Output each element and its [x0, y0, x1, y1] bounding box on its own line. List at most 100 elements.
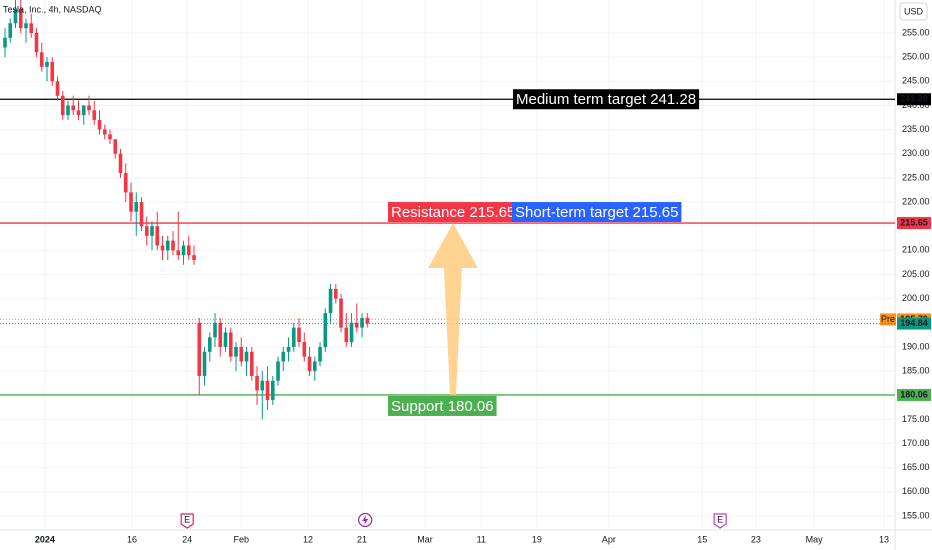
x-tick-label: 23 [751, 534, 761, 544]
price-label-box [897, 388, 931, 401]
candle-body [108, 134, 112, 140]
candle-body [297, 327, 301, 343]
y-tick-label: 210.00 [902, 245, 930, 255]
candle-body [76, 110, 81, 116]
candle-body [55, 81, 60, 96]
candle-body [134, 202, 139, 212]
currency-box[interactable] [899, 2, 928, 21]
x-tick-label: 13 [879, 534, 889, 544]
currency[interactable]: USD [904, 6, 924, 16]
candle-body [286, 346, 291, 352]
candle-body [228, 332, 233, 357]
candle-body [276, 361, 280, 381]
y-tick-label: 205.00 [902, 269, 930, 279]
event-label: E [717, 514, 723, 524]
x-tick-label: Feb [234, 534, 250, 544]
candle-body [239, 346, 244, 362]
y-tick-label: 255.00 [902, 27, 930, 37]
candle-body [118, 153, 123, 174]
candle-body [171, 240, 175, 251]
y-tick-label: 175.00 [902, 414, 930, 424]
arrow [428, 223, 478, 395]
candle-body [197, 322, 202, 376]
y-tick-label: 160.00 [902, 486, 930, 496]
candle-body [328, 288, 333, 314]
price-label: 215.65 [900, 217, 928, 227]
candle-body [92, 110, 97, 120]
candle-body [113, 139, 118, 154]
candle-body [81, 105, 86, 116]
candle-body [207, 337, 212, 352]
candle-body [302, 342, 307, 357]
x-tick-label: Apr [602, 534, 616, 544]
x-tick-label: 21 [357, 534, 367, 544]
annotation-box [512, 202, 682, 223]
candle-body [155, 226, 160, 246]
y-tick-label: 230.00 [902, 148, 930, 158]
annotation-box [388, 395, 497, 416]
y-tick-label: 245.00 [902, 76, 930, 86]
y-tick-label: 250.00 [902, 52, 930, 62]
price-label-box [897, 317, 931, 330]
candle-body [29, 23, 34, 33]
candle-body [260, 380, 265, 391]
candle-body [360, 317, 364, 328]
candle-body [265, 380, 270, 401]
candle-body [365, 317, 370, 324]
x-tick-label: 16 [127, 534, 137, 544]
candle-body [160, 245, 165, 251]
candle-body [39, 52, 44, 67]
candle-body [339, 298, 343, 328]
candle-body [129, 192, 133, 212]
y-tick-label: 235.00 [902, 124, 930, 134]
price-label: 241.28 [900, 94, 928, 104]
y-tick-label: 185.00 [902, 365, 930, 375]
annotation: Short-term target 215.65 [515, 204, 678, 221]
y-tick-label: 225.00 [902, 172, 930, 182]
candle-body [213, 322, 217, 338]
candle-body [307, 356, 312, 372]
candle-body [45, 61, 49, 67]
y-tick-label: 220.00 [902, 196, 930, 206]
candle-body [281, 351, 286, 362]
x-tick-label: 2024 [35, 534, 55, 544]
y-tick-label: 165.00 [902, 462, 930, 472]
candle-body [34, 32, 39, 53]
y-tick-label: 200.00 [902, 293, 930, 303]
x-tick-label: 19 [532, 534, 542, 544]
candle-body [97, 119, 102, 130]
annotation-box [513, 89, 700, 110]
candle-body [123, 173, 128, 193]
annotation: Medium term target 241.28 [516, 91, 696, 108]
x-tick-label: 11 [477, 534, 486, 544]
x-tick-label: May [806, 534, 824, 544]
candle-body [186, 245, 191, 256]
event-marker [180, 513, 194, 529]
candle-body [223, 332, 228, 347]
candle-body [312, 361, 317, 372]
candle-body [354, 322, 359, 328]
y-tick-label: 170.00 [902, 438, 930, 448]
y-tick-label: 155.00 [902, 510, 930, 520]
candle-body [3, 37, 7, 48]
candle-body [333, 288, 338, 299]
candle-body [50, 61, 55, 82]
y-tick-label: 190.00 [902, 341, 930, 351]
candle-body [192, 255, 196, 261]
candle-body [66, 105, 70, 116]
annotation: Resistance 215.65 [391, 204, 515, 221]
candle-body [13, 8, 18, 24]
candle-body [18, 8, 23, 29]
candle-body [202, 351, 207, 376]
candle-body [234, 346, 238, 357]
chart-title: Tesla, Inc., 4h, NASDAQ [3, 4, 102, 14]
candle-body [270, 380, 275, 401]
candle-body [323, 313, 328, 347]
candle-body [291, 327, 296, 347]
candle-body [318, 346, 322, 362]
candle-body [344, 327, 349, 343]
pre-tag-box [880, 313, 896, 326]
candle-body [150, 226, 154, 236]
